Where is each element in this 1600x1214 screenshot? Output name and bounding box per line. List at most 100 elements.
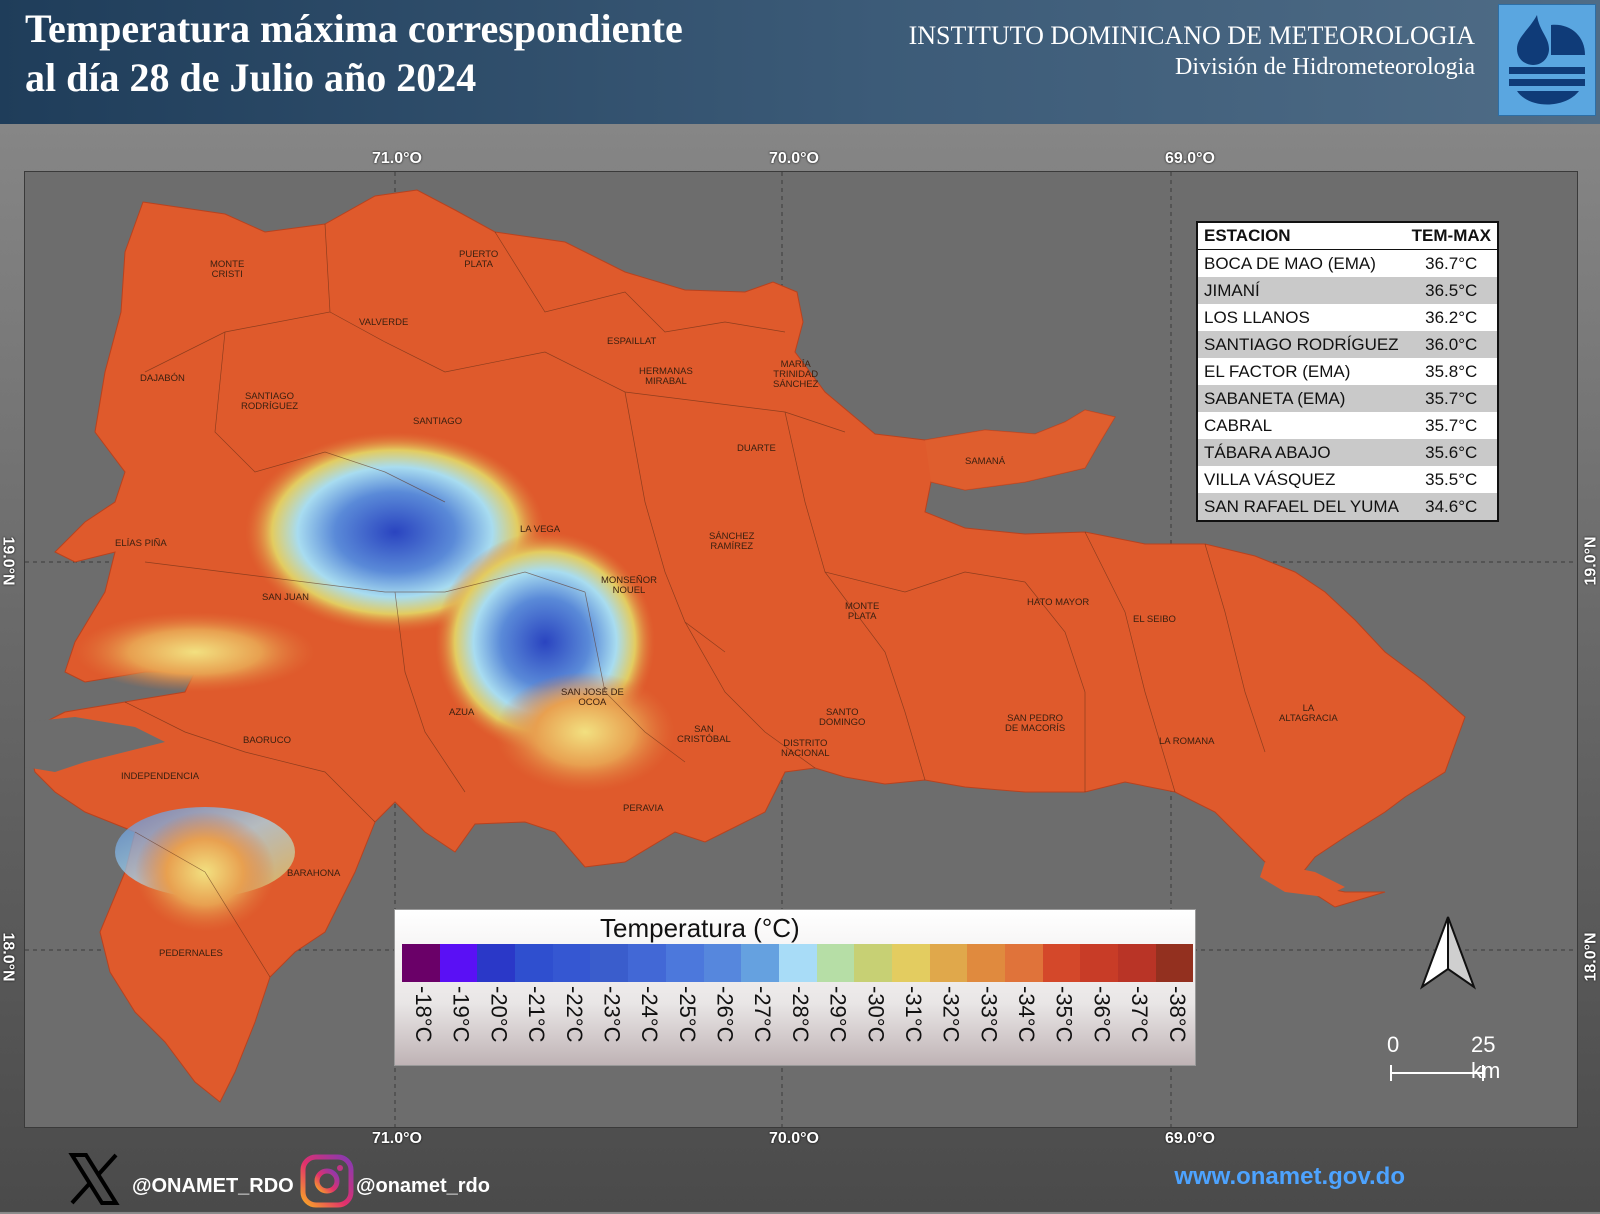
legend-tick: -32°C — [930, 986, 968, 1061]
lat-label-left: 19.0°N — [0, 536, 17, 586]
province-label: LA ROMANA — [1159, 736, 1215, 747]
legend-swatch — [854, 944, 892, 982]
station-table: ESTACION TEM-MAX BOCA DE MAO (EMA) 36.7°C… — [1196, 221, 1499, 522]
division-name: División de Hidrometeorologia — [1175, 54, 1475, 80]
province-label: VALVERDE — [359, 317, 409, 328]
legend-swatch — [703, 944, 742, 982]
legend-tick-label: -24°C — [637, 986, 663, 1043]
lon-label-bottom: 70.0°O — [769, 1130, 819, 1147]
temp-column-header: TEM-MAX — [1405, 222, 1498, 250]
x-logo-icon[interactable] — [68, 1153, 120, 1205]
temperature-legend: Temperatura (°C) -18°C -19°C -20°C -21°C -22… — [394, 909, 1196, 1066]
onamet-logo — [1498, 4, 1596, 116]
legend-tick-label: -19°C — [448, 986, 474, 1043]
station-row: SANTIAGO RODRÍGUEZ 36.0°C — [1197, 331, 1498, 358]
legend-tick-label: -29°C — [825, 986, 851, 1043]
legend-tick: -21°C — [515, 986, 553, 1061]
province-label: SANTIAGO — [413, 416, 463, 427]
legend-tick: -38°C — [1156, 986, 1194, 1061]
station-temp: 35.5°C — [1405, 466, 1498, 493]
scale-bar: 0 25 km — [1387, 1028, 1527, 1088]
legend-swatch — [891, 944, 930, 982]
province-label: LA VEGA — [520, 524, 561, 535]
station-name: SAN RAFAEL DEL YUMA — [1197, 493, 1406, 521]
station-table-header: ESTACION TEM-MAX — [1197, 222, 1498, 250]
legend-tick-label: -23°C — [599, 986, 625, 1043]
instagram-handle[interactable]: @onamet_rdo — [356, 1175, 490, 1197]
north-arrow-icon — [1418, 915, 1478, 990]
legend-swatches — [402, 944, 1194, 982]
legend-tick: -33°C — [967, 986, 1005, 1061]
province-label: SAMANÁ — [965, 456, 1006, 467]
legend-tick-label: -33°C — [976, 986, 1002, 1043]
station-temp: 36.5°C — [1405, 277, 1498, 304]
legend-swatch — [816, 944, 855, 982]
legend-swatch — [439, 944, 478, 982]
province-label: DISTRITO NACIONAL — [781, 738, 830, 759]
instagram-icon[interactable] — [299, 1153, 355, 1209]
province-borders — [124, 223, 1266, 978]
province-label: SAN CRISTÓBAL — [677, 724, 731, 745]
legend-swatch — [402, 944, 440, 982]
scale-distance: 25 km — [1471, 1032, 1501, 1083]
station-row: LOS LLANOS 36.2°C — [1197, 304, 1498, 331]
station-name: SANTIAGO RODRÍGUEZ — [1197, 331, 1406, 358]
lon-label-top: 71.0°O — [372, 150, 422, 167]
legend-swatch — [741, 944, 779, 982]
legend-tick: -36°C — [1080, 986, 1118, 1061]
legend-tick: -20°C — [477, 986, 515, 1061]
legend-tick-label: -26°C — [712, 986, 738, 1043]
station-temp: 36.7°C — [1405, 249, 1498, 277]
station-temp: 34.6°C — [1405, 493, 1498, 521]
province-label: SAN JOSÉ DE OCOA — [561, 687, 624, 708]
legend-tick-label: -25°C — [674, 986, 700, 1043]
legend-swatch — [628, 944, 666, 982]
station-temp: 36.2°C — [1405, 304, 1498, 331]
legend-tick: -26°C — [704, 986, 742, 1061]
station-row: CABRAL 35.7°C — [1197, 412, 1498, 439]
legend-swatch — [1155, 944, 1194, 982]
legend-tick: -27°C — [741, 986, 779, 1061]
lon-label-top: 69.0°O — [1165, 150, 1215, 167]
province-label: MONTE CRISTI — [210, 259, 245, 280]
institute-name: INSTITUTO DOMINICANO DE METEOROLOGIA — [908, 21, 1475, 50]
institution-block: INSTITUTO DOMINICANO DE METEOROLOGIA Div… — [909, 20, 1475, 82]
legend-swatch — [1042, 944, 1081, 982]
legend-tick: -19°C — [440, 986, 478, 1061]
legend-tick-label: -32°C — [938, 986, 964, 1043]
legend-tick: -34°C — [1005, 986, 1043, 1061]
legend-tick: -31°C — [892, 986, 930, 1061]
province-label: MONTE PLATA — [845, 601, 880, 622]
province-label: BARAHONA — [287, 868, 341, 879]
legend-tick-label: -30°C — [863, 986, 889, 1043]
legend-swatch — [967, 944, 1005, 982]
province-label: PERAVIA — [623, 803, 664, 814]
province-label: INDEPENDENCIA — [121, 771, 200, 782]
legend-tick-label: -36°C — [1089, 986, 1115, 1043]
station-row: TÁBARA ABAJO 35.6°C — [1197, 439, 1498, 466]
station-name: JIMANÍ — [1197, 277, 1406, 304]
legend-ticks: -18°C -19°C -20°C -21°C -22°C -23°C -24°C -25°C… — [402, 986, 1193, 1061]
scale-zero: 0 — [1387, 1032, 1400, 1057]
province-label: EL SEIBO — [1133, 614, 1176, 625]
station-temp: 35.6°C — [1405, 439, 1498, 466]
station-name: EL FACTOR (EMA) — [1197, 358, 1406, 385]
province-label: ESPAILLAT — [607, 336, 657, 347]
lat-label-right: 19.0°N — [1582, 536, 1600, 586]
province-label: PUERTO PLATA — [459, 249, 499, 270]
legend-swatch — [929, 944, 968, 982]
station-temp: 36.0°C — [1405, 331, 1498, 358]
station-row: JIMANÍ 36.5°C — [1197, 277, 1498, 304]
station-temp: 35.8°C — [1405, 358, 1498, 385]
temperature-map — [25, 172, 1577, 1127]
website-link[interactable]: www.onamet.gov.do — [1174, 1163, 1405, 1190]
province-label: SÁNCHEZ RAMÍREZ — [709, 531, 755, 552]
legend-tick-label: -31°C — [900, 986, 926, 1043]
x-handle[interactable]: @ONAMET_RDO — [132, 1175, 294, 1197]
legend-swatch — [515, 944, 553, 982]
province-label: AZUA — [449, 707, 475, 718]
legend-tick-label: -34°C — [1014, 986, 1039, 1043]
ocoa-highlands — [495, 672, 675, 792]
legend-tick-label: -27°C — [750, 986, 776, 1043]
saona-island — [1260, 862, 1345, 897]
